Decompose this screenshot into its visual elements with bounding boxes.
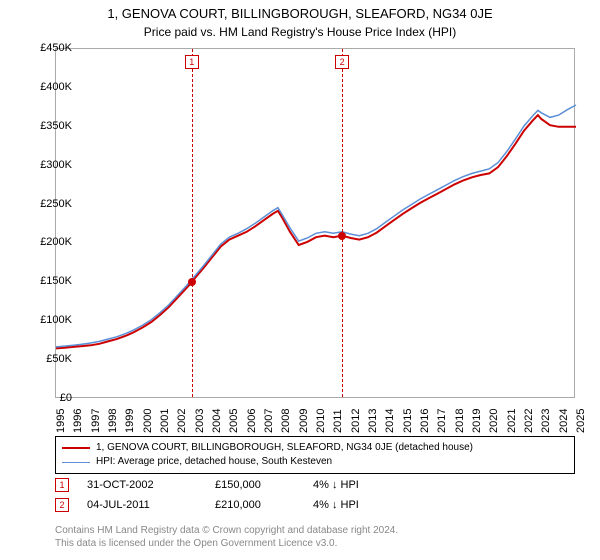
marker-vline — [192, 49, 193, 397]
legend-item: 1, GENOVA COURT, BILLINGBOROUGH, SLEAFOR… — [62, 441, 568, 455]
x-tick-label: 2003 — [194, 409, 206, 433]
x-tick-label: 1996 — [72, 409, 84, 433]
y-tick-label: £50K — [46, 353, 72, 365]
x-tick-label: 2014 — [384, 409, 396, 433]
x-tick-label: 2010 — [315, 409, 327, 433]
marker-dot — [188, 278, 196, 286]
marker-label: 2 — [335, 55, 349, 69]
y-tick-label: £100K — [40, 314, 72, 326]
footer: Contains HM Land Registry data © Crown c… — [55, 524, 575, 550]
line-series-svg — [56, 49, 574, 397]
x-tick-label: 2021 — [506, 409, 518, 433]
x-tick-label: 1998 — [107, 409, 119, 433]
legend-swatch — [62, 447, 90, 449]
legend-swatch — [62, 462, 90, 463]
x-tick-label: 2022 — [523, 409, 535, 433]
footer-line-2: This data is licensed under the Open Gov… — [55, 537, 575, 550]
x-tick-label: 2002 — [176, 409, 188, 433]
x-tick-label: 2007 — [263, 409, 275, 433]
event-date: 31-OCT-2002 — [87, 479, 197, 491]
x-tick-label: 2011 — [332, 409, 344, 433]
y-tick-label: £300K — [40, 159, 72, 171]
x-tick-label: 2008 — [280, 409, 292, 433]
legend-label: 1, GENOVA COURT, BILLINGBOROUGH, SLEAFOR… — [96, 441, 473, 455]
x-tick-label: 2001 — [159, 409, 171, 433]
chart-title: 1, GENOVA COURT, BILLINGBOROUGH, SLEAFOR… — [0, 0, 600, 21]
event-price: £150,000 — [215, 479, 295, 491]
x-tick-label: 2006 — [246, 409, 258, 433]
event-row: 1 31-OCT-2002 £150,000 4% ↓ HPI — [55, 478, 575, 492]
marker-dot — [338, 232, 346, 240]
x-tick-label: 2020 — [488, 409, 500, 433]
event-table: 1 31-OCT-2002 £150,000 4% ↓ HPI 2 04-JUL-2011… — [55, 478, 575, 518]
event-row: 2 04-JUL-2011 £210,000 4% ↓ HPI — [55, 498, 575, 512]
y-tick-label: £400K — [40, 81, 72, 93]
plot-area: 12 — [55, 48, 575, 398]
marker-label: 1 — [185, 55, 199, 69]
x-tick-label: 2013 — [367, 409, 379, 433]
x-tick-label: 2017 — [436, 409, 448, 433]
x-tick-label: 2000 — [142, 409, 154, 433]
x-tick-label: 2015 — [402, 409, 414, 433]
x-tick-label: 2019 — [471, 409, 483, 433]
chart-subtitle: Price paid vs. HM Land Registry's House … — [0, 21, 600, 39]
chart-container: 1, GENOVA COURT, BILLINGBOROUGH, SLEAFOR… — [0, 0, 600, 560]
event-date: 04-JUL-2011 — [87, 499, 197, 511]
event-marker: 1 — [55, 478, 69, 492]
y-tick-label: £250K — [40, 198, 72, 210]
marker-vline — [342, 49, 343, 397]
event-price: £210,000 — [215, 499, 295, 511]
x-tick-label: 1995 — [55, 409, 67, 433]
x-tick-label: 2004 — [211, 409, 223, 433]
x-tick-label: 2025 — [575, 409, 587, 433]
series-price_paid — [56, 115, 576, 348]
x-tick-label: 2016 — [419, 409, 431, 433]
x-tick-label: 2009 — [298, 409, 310, 433]
footer-line-1: Contains HM Land Registry data © Crown c… — [55, 524, 575, 537]
legend: 1, GENOVA COURT, BILLINGBOROUGH, SLEAFOR… — [55, 436, 575, 474]
x-tick-label: 1999 — [124, 409, 136, 433]
y-tick-label: £450K — [40, 42, 72, 54]
x-tick-label: 2024 — [558, 409, 570, 433]
event-pct: 4% ↓ HPI — [313, 499, 373, 511]
x-tick-label: 2012 — [350, 409, 362, 433]
y-tick-label: £350K — [40, 120, 72, 132]
series-hpi — [56, 105, 576, 347]
x-tick-label: 1997 — [90, 409, 102, 433]
event-marker: 2 — [55, 498, 69, 512]
y-tick-label: £0 — [60, 392, 72, 404]
x-tick-label: 2023 — [540, 409, 552, 433]
y-tick-label: £150K — [40, 275, 72, 287]
legend-item: HPI: Average price, detached house, Sout… — [62, 455, 568, 469]
event-pct: 4% ↓ HPI — [313, 479, 373, 491]
legend-label: HPI: Average price, detached house, Sout… — [96, 455, 332, 469]
y-tick-label: £200K — [40, 236, 72, 248]
x-tick-label: 2005 — [228, 409, 240, 433]
x-tick-label: 2018 — [454, 409, 466, 433]
